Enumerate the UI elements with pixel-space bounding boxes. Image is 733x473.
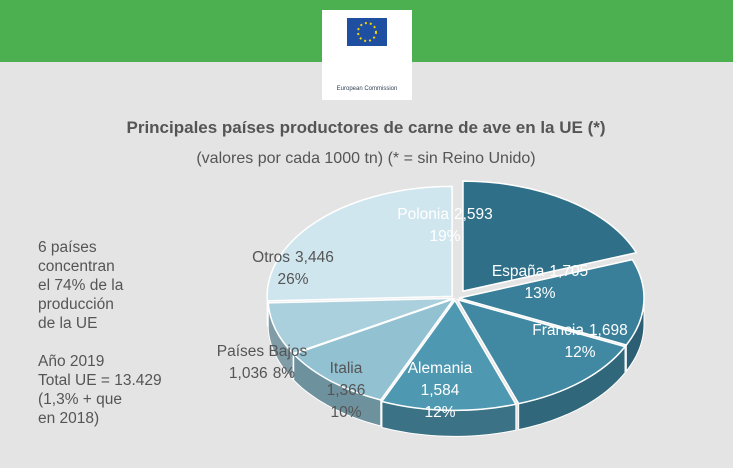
note-line: concentran	[38, 258, 115, 275]
slice-label: 26%	[277, 271, 308, 288]
percent-label: 8%	[273, 365, 296, 382]
chart-subtitle: (valores por cada 1000 tn) (* = sin Rein…	[196, 150, 535, 167]
value-label: 1,584	[421, 382, 460, 399]
percent-label: 12%	[564, 344, 595, 361]
value-label: 1,698	[589, 322, 628, 339]
percent-label: 13%	[524, 285, 555, 302]
slice-label: 12%	[564, 344, 595, 361]
slice-label: 1,584	[421, 382, 460, 399]
note-line: de la UE	[38, 315, 97, 332]
note-line: en 2018)	[38, 410, 99, 427]
slice-label: Polonia 2,593	[397, 206, 493, 223]
slice-label: 12%	[424, 404, 455, 421]
percent-label: 26%	[277, 271, 308, 288]
slice-label: Italia	[330, 360, 363, 377]
logo-text: European Commission	[337, 86, 398, 92]
slice-name: Francia	[532, 322, 584, 339]
chart-title: Principales países productores de carne …	[126, 118, 605, 137]
value-label: 1,036	[229, 365, 268, 382]
note-line: el 74% de la	[38, 277, 124, 294]
percent-label: 10%	[330, 404, 361, 421]
slice-name: España	[492, 263, 545, 280]
value-label: 3,446	[295, 249, 334, 266]
note-line: (1,3% + que	[38, 391, 122, 408]
slice-label: Francia 1,698	[532, 322, 627, 339]
note-line: Año 2019	[38, 353, 104, 370]
slice-label: 1,366	[327, 382, 366, 399]
slice-label: 13%	[524, 285, 555, 302]
slice-name: Italia	[330, 360, 363, 377]
note-line: 6 países	[38, 239, 97, 256]
slice-label: 10%	[330, 404, 361, 421]
slice-label: 1,036 8%	[229, 365, 295, 382]
slice-name: Polonia	[397, 206, 449, 223]
percent-label: 12%	[424, 404, 455, 421]
note-line: Total UE = 13.429	[38, 372, 162, 389]
slice-name: Alemania	[408, 360, 473, 377]
note-line: producción	[38, 296, 114, 313]
slice-label: Países Bajos	[217, 343, 308, 360]
value-label: 1,705	[549, 263, 588, 280]
percent-label: 19%	[429, 228, 460, 245]
slice-name: Otros	[252, 249, 290, 266]
slice-name: Países Bajos	[217, 343, 308, 360]
slice-label: 19%	[429, 228, 460, 245]
slice-label: Alemania	[408, 360, 473, 377]
value-label: 2,593	[454, 206, 493, 223]
eu-flag	[347, 18, 387, 46]
value-label: 1,366	[327, 382, 366, 399]
